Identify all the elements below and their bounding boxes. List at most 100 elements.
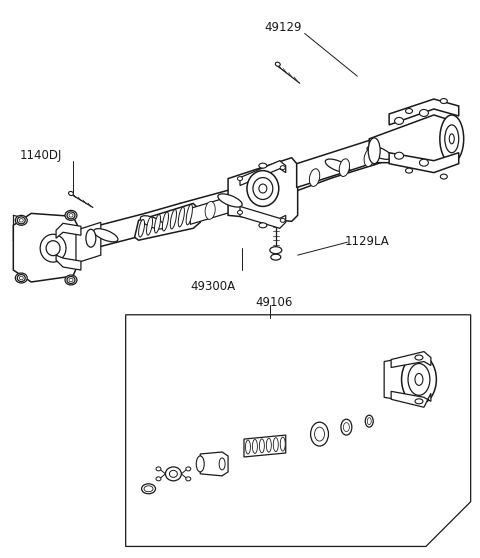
- Polygon shape: [56, 255, 81, 270]
- Ellipse shape: [46, 240, 60, 256]
- Ellipse shape: [368, 138, 380, 163]
- Ellipse shape: [196, 456, 204, 472]
- Ellipse shape: [440, 99, 447, 104]
- Ellipse shape: [406, 168, 412, 173]
- Ellipse shape: [17, 275, 25, 281]
- Ellipse shape: [94, 229, 118, 242]
- Ellipse shape: [15, 273, 27, 283]
- Ellipse shape: [364, 149, 374, 166]
- Ellipse shape: [440, 174, 447, 179]
- Polygon shape: [240, 206, 286, 228]
- Ellipse shape: [19, 219, 23, 222]
- Ellipse shape: [311, 422, 328, 446]
- Ellipse shape: [420, 109, 429, 117]
- Ellipse shape: [169, 470, 178, 477]
- Polygon shape: [389, 153, 459, 172]
- Ellipse shape: [146, 217, 153, 235]
- Polygon shape: [56, 223, 81, 238]
- Ellipse shape: [67, 212, 75, 219]
- Ellipse shape: [170, 209, 177, 229]
- Ellipse shape: [205, 201, 215, 219]
- Ellipse shape: [266, 438, 271, 452]
- Ellipse shape: [406, 108, 412, 113]
- Ellipse shape: [155, 214, 160, 233]
- Ellipse shape: [415, 399, 423, 404]
- Ellipse shape: [449, 134, 454, 144]
- Ellipse shape: [69, 278, 73, 282]
- Ellipse shape: [339, 159, 349, 176]
- Ellipse shape: [140, 216, 165, 229]
- Ellipse shape: [365, 415, 373, 427]
- Ellipse shape: [238, 176, 242, 181]
- Polygon shape: [76, 222, 101, 263]
- Polygon shape: [190, 196, 230, 224]
- Polygon shape: [369, 115, 459, 163]
- Polygon shape: [391, 391, 431, 407]
- Ellipse shape: [271, 254, 281, 260]
- Ellipse shape: [186, 204, 192, 225]
- Ellipse shape: [325, 159, 349, 172]
- Ellipse shape: [245, 440, 251, 454]
- Ellipse shape: [238, 210, 242, 214]
- Ellipse shape: [19, 276, 23, 280]
- Polygon shape: [240, 161, 286, 186]
- Ellipse shape: [395, 117, 404, 124]
- Ellipse shape: [40, 234, 66, 262]
- Ellipse shape: [440, 115, 464, 163]
- Ellipse shape: [142, 484, 156, 494]
- Ellipse shape: [15, 215, 27, 225]
- Ellipse shape: [156, 477, 161, 481]
- Ellipse shape: [402, 354, 436, 404]
- Ellipse shape: [186, 477, 191, 481]
- Polygon shape: [228, 158, 298, 222]
- Ellipse shape: [270, 247, 282, 254]
- Ellipse shape: [310, 169, 320, 186]
- Ellipse shape: [156, 467, 161, 471]
- Polygon shape: [384, 354, 424, 404]
- Polygon shape: [200, 452, 228, 476]
- Polygon shape: [134, 204, 200, 240]
- Polygon shape: [297, 139, 374, 187]
- Ellipse shape: [166, 467, 181, 481]
- Ellipse shape: [259, 439, 264, 453]
- Text: 1140DJ: 1140DJ: [19, 149, 61, 162]
- Ellipse shape: [65, 210, 77, 220]
- Ellipse shape: [314, 427, 324, 441]
- Ellipse shape: [276, 62, 280, 66]
- Text: 49106: 49106: [255, 296, 292, 309]
- Ellipse shape: [280, 218, 285, 222]
- Ellipse shape: [259, 223, 267, 228]
- Ellipse shape: [218, 194, 242, 207]
- Ellipse shape: [139, 219, 144, 237]
- Text: 49129: 49129: [265, 22, 302, 35]
- Ellipse shape: [186, 467, 191, 471]
- Ellipse shape: [162, 212, 168, 231]
- Ellipse shape: [69, 191, 73, 195]
- Ellipse shape: [259, 163, 267, 168]
- Ellipse shape: [259, 184, 267, 193]
- Ellipse shape: [247, 171, 279, 206]
- Ellipse shape: [273, 437, 278, 451]
- Ellipse shape: [420, 159, 429, 166]
- Ellipse shape: [408, 363, 430, 395]
- Ellipse shape: [144, 486, 153, 492]
- Ellipse shape: [280, 166, 285, 170]
- Ellipse shape: [343, 422, 349, 431]
- Ellipse shape: [178, 207, 184, 227]
- Ellipse shape: [445, 125, 459, 153]
- Text: 49300A: 49300A: [190, 280, 235, 293]
- Ellipse shape: [367, 146, 391, 160]
- Polygon shape: [389, 99, 459, 125]
- Ellipse shape: [17, 217, 25, 224]
- Polygon shape: [126, 315, 471, 546]
- Ellipse shape: [415, 373, 423, 386]
- Ellipse shape: [86, 229, 96, 247]
- Ellipse shape: [219, 458, 225, 470]
- Ellipse shape: [280, 437, 285, 451]
- Ellipse shape: [69, 214, 73, 217]
- Ellipse shape: [415, 355, 423, 360]
- Ellipse shape: [367, 418, 371, 425]
- Text: 1129LA: 1129LA: [344, 235, 389, 248]
- Ellipse shape: [395, 152, 404, 159]
- Ellipse shape: [67, 277, 75, 283]
